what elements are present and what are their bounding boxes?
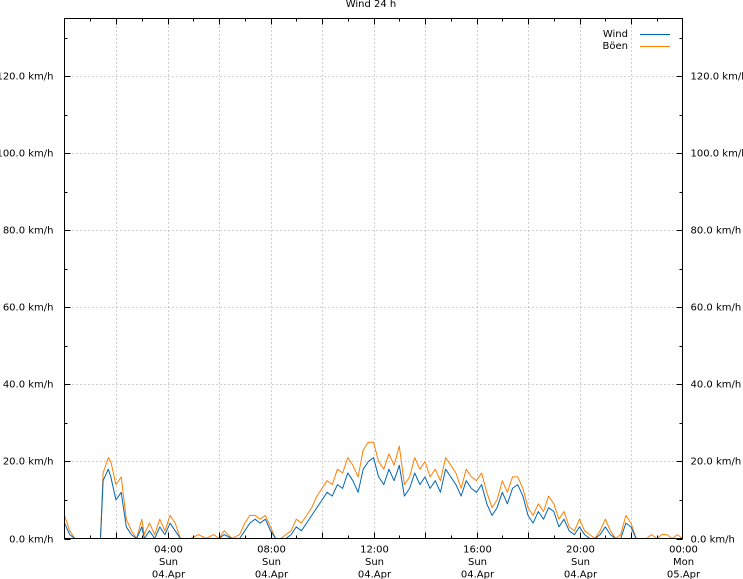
chart-title: Wind 24 h: [346, 0, 397, 10]
y-tick-label-left: 120.0 km/h: [0, 72, 54, 83]
x-tick-label: 05.Apr: [667, 570, 701, 579]
x-tick-label: Mon: [673, 557, 694, 568]
series-line-wind: [64, 457, 683, 539]
series-line-b-en: [64, 441, 683, 539]
x-tick-label: 12:00: [360, 545, 389, 556]
y-tick-label-right: 100.0 km/h: [691, 149, 743, 160]
x-tick-label: Sun: [571, 557, 590, 568]
y-tick-label-left: 40.0 km/h: [3, 380, 54, 391]
series-lines: [64, 441, 683, 539]
y-tick-label-right: 40.0 km/h: [691, 380, 742, 391]
y-tick-label-right: 20.0 km/h: [691, 457, 742, 468]
x-tick-label: Sun: [262, 557, 281, 568]
y-tick-label-right: 80.0 km/h: [691, 226, 742, 237]
x-tick-label: 08:00: [257, 545, 286, 556]
x-tick-label: Sun: [468, 557, 487, 568]
x-tick-label: 04.Apr: [461, 570, 495, 579]
legend-label: Böen: [603, 41, 628, 52]
y-tick-label-right: 0.0 km/h: [691, 535, 735, 546]
x-tick-label: 16:00: [463, 545, 492, 556]
x-tick-label: Sun: [159, 557, 178, 568]
x-tick-label: 20:00: [566, 545, 595, 556]
y-tick-label-left: 100.0 km/h: [0, 149, 54, 160]
y-tick-label-left: 20.0 km/h: [3, 457, 54, 468]
y-tick-label-left: 0.0 km/h: [9, 535, 53, 546]
x-tick-label: 04.Apr: [255, 570, 289, 579]
plot-frame: [64, 18, 683, 539]
x-tick-label: 04.Apr: [358, 570, 392, 579]
x-tick-label: Sun: [365, 557, 384, 568]
x-tick-label: 04.Apr: [152, 570, 186, 579]
legend-label: Wind: [603, 29, 628, 40]
x-tick-label: 00:00: [669, 545, 698, 556]
y-tick-label-left: 60.0 km/h: [3, 303, 54, 314]
axis-ticks: 0.0 km/h 0.0 km/h 20.0 km/h 20.0 km/h 40.0 k…: [0, 18, 743, 579]
y-tick-label-right: 60.0 km/h: [691, 303, 742, 314]
grid-lines: [64, 18, 683, 539]
y-tick-label-right: 120.0 km/h: [691, 72, 743, 83]
y-tick-label-left: 80.0 km/h: [3, 226, 54, 237]
x-tick-label: 04:00: [154, 545, 183, 556]
x-tick-label: 04.Apr: [564, 570, 598, 579]
